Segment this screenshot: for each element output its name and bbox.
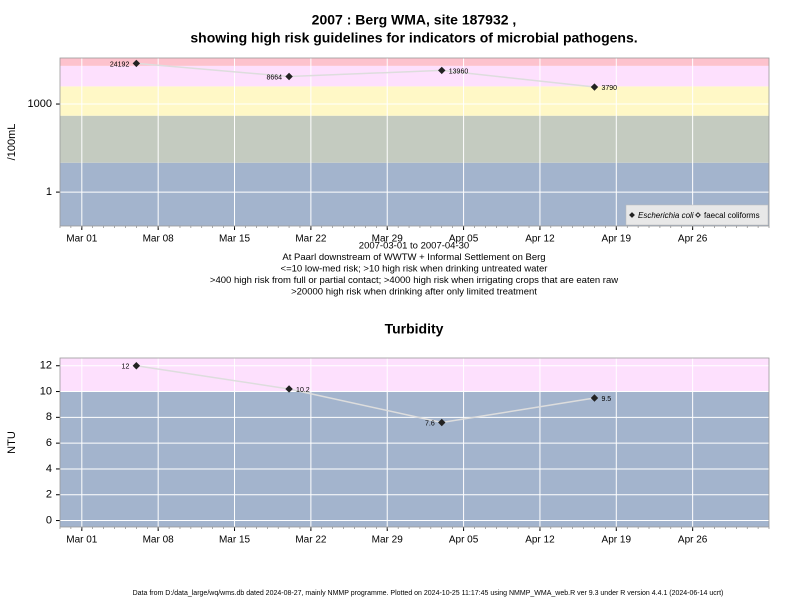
risk-band [60,86,769,116]
y-tick-label: 1 [46,186,52,198]
data-point [590,83,599,91]
risk-band [60,58,769,66]
legend: Escherichia coli faecal coliforms [625,204,769,226]
legend-label: faecal coliforms [704,211,760,220]
data-label: 13960 [449,68,469,75]
x-tick-label: Mar 15 [219,535,251,546]
data-label: 8664 [266,74,282,81]
x-tick-label: Mar 08 [143,535,175,546]
y-tick-label: 6 [46,437,52,449]
plot-frame [59,357,770,528]
risk-band [60,391,769,527]
data-label: 24192 [110,61,130,68]
data-label: 3790 [601,85,617,92]
note: 2007-03-01 to 2007-04-30 [359,241,469,252]
chart-title: Turbidity [385,321,444,337]
y-tick-label: 2 [46,489,52,501]
y-tick-label: 8 [46,411,52,423]
y-tick-label: 12 [40,360,52,372]
data-label: 10.2 [296,387,310,394]
data-label: 7.6 [425,420,435,427]
series-line [136,62,595,88]
x-tick-label: Mar 15 [219,234,251,245]
x-tick-label: Apr 12 [525,535,555,546]
y-tick-label: 1000 [28,98,52,110]
x-tick-label: Apr 12 [525,234,555,245]
data-point [590,394,599,402]
risk-band [60,65,769,87]
legend-marker [695,212,701,218]
footer: Data from D:/data_large/wq/wms.db dated … [133,590,724,597]
data-point [285,385,293,393]
x-tick-label: Apr 26 [678,535,708,546]
x-tick-label: Mar 01 [66,535,98,546]
data-point [285,72,293,81]
y-tick-label: 10 [40,385,52,397]
y-axis-label: /100mL [6,124,18,161]
data-label: 9.5 [601,396,611,403]
x-tick-label: Mar 22 [295,234,327,245]
note: >400 high risk from full or partial cont… [210,275,618,286]
data-point [132,59,141,68]
data-point [438,418,446,427]
x-tick-label: Apr 19 [602,535,632,546]
x-tick-label: Mar 22 [295,535,327,546]
note: >20000 high risk when drinking after onl… [291,287,537,298]
x-tick-label: Apr 05 [449,234,479,245]
chart-subtitle: showing high risk guidelines for indicat… [190,30,637,46]
y-tick-label: 4 [46,463,52,475]
note: <=10 low-med risk; >10 high risk when dr… [281,264,548,275]
x-tick-label: Apr 05 [449,535,479,546]
x-tick-label: Mar 29 [372,234,404,245]
risk-band [60,358,769,392]
chart-title: 2007 : Berg WMA, site 187932 , [312,12,517,28]
x-tick-label: Mar 08 [143,234,175,245]
risk-band [60,115,769,163]
data-point [438,66,446,75]
y-axis-label: NTU [6,431,18,454]
x-tick-label: Apr 26 [678,234,708,245]
data-label: 12 [122,364,130,371]
x-tick-label: Mar 01 [66,234,98,245]
note: At Paarl downstream of WWTW + Informal S… [282,252,545,263]
series-line [136,364,595,424]
legend-marker [629,212,635,218]
x-tick-label: Mar 29 [372,535,404,546]
plot-frame [59,57,770,227]
legend-box [625,204,769,226]
data-point [132,362,141,370]
legend-label: Escherichia coli [638,211,694,220]
x-tick-label: Apr 19 [602,234,632,245]
y-tick-label: 0 [46,514,52,526]
